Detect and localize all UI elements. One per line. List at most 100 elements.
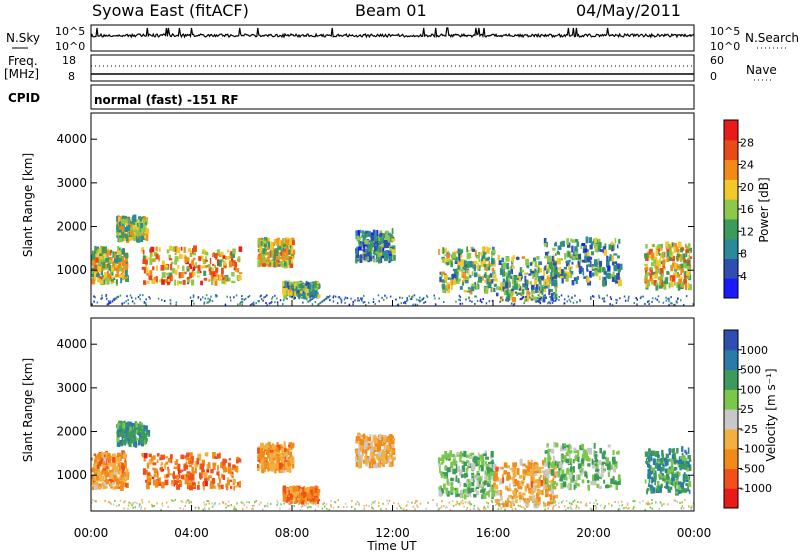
echo-cell xyxy=(100,270,103,276)
echo-cell xyxy=(538,276,543,281)
echo-cell xyxy=(99,254,104,260)
echo-cell xyxy=(476,281,479,287)
echo-cell xyxy=(563,456,567,463)
echo-cell xyxy=(574,454,579,462)
echo-cell xyxy=(490,471,495,476)
echo-cell xyxy=(665,473,670,480)
echo-cell xyxy=(584,471,588,477)
echo-cell xyxy=(645,269,648,276)
echo-cell xyxy=(211,300,214,302)
echo-cell xyxy=(289,466,292,473)
echo-cell xyxy=(458,298,460,301)
echo-cell xyxy=(260,294,262,297)
echo-cell xyxy=(570,470,573,478)
echo-cell xyxy=(210,295,212,298)
echo-cell xyxy=(214,485,217,490)
nsearch-tick-top: 10^5 xyxy=(710,25,740,38)
echo-cell xyxy=(481,258,485,262)
echo-cell xyxy=(385,457,389,463)
echo-cell xyxy=(582,271,585,276)
echo-cell xyxy=(519,494,522,500)
echo-cell xyxy=(463,260,466,268)
echo-cell xyxy=(665,453,669,457)
echo-cell xyxy=(113,298,115,301)
echo-cell xyxy=(122,256,124,262)
echo-cell xyxy=(682,253,686,260)
echo-cell xyxy=(529,281,532,285)
echo-cell xyxy=(635,297,637,299)
echo-cell xyxy=(116,220,119,228)
echo-cell xyxy=(688,250,691,254)
echo-cell xyxy=(113,469,117,476)
echo-cell xyxy=(506,475,510,481)
echo-cell xyxy=(106,250,109,258)
echo-cell xyxy=(218,476,220,480)
echo-cell xyxy=(365,233,368,238)
echo-cell xyxy=(668,282,671,289)
echo-cell xyxy=(467,287,471,290)
echo-cell xyxy=(368,246,371,252)
echo-cell xyxy=(552,478,555,481)
echo-cell xyxy=(506,273,511,278)
echo-cell xyxy=(464,279,469,284)
echo-cell xyxy=(547,302,549,305)
echo-cell xyxy=(508,495,511,499)
echo-cell xyxy=(675,479,679,486)
echo-cell xyxy=(200,298,202,301)
echo-cell xyxy=(258,464,261,469)
echo-cell xyxy=(329,299,331,302)
echo-cell xyxy=(606,457,610,464)
echo-cell xyxy=(99,276,103,280)
echo-cell xyxy=(110,479,115,485)
echo-cell xyxy=(283,490,287,496)
echo-cell xyxy=(613,253,618,256)
echo-cell xyxy=(207,477,210,481)
echo-cell xyxy=(206,301,208,304)
echo-cell xyxy=(370,234,375,241)
echo-cell xyxy=(655,284,659,291)
echo-cell xyxy=(648,300,650,303)
echo-cell xyxy=(323,298,326,301)
echo-cell xyxy=(279,507,281,510)
echo-cell xyxy=(530,489,534,495)
echo-cell xyxy=(525,298,528,301)
echo-cell xyxy=(276,301,279,304)
echo-cell xyxy=(333,295,335,298)
echo-cell xyxy=(187,472,190,476)
echo-cell xyxy=(391,444,394,450)
echo-cell xyxy=(236,268,240,273)
echo-cell xyxy=(271,444,276,450)
echo-cell xyxy=(364,444,367,450)
echo-cell xyxy=(465,468,468,473)
echo-cell xyxy=(124,482,128,488)
echo-cell xyxy=(668,249,672,256)
echo-cell xyxy=(589,244,592,250)
echo-cell xyxy=(222,474,225,480)
echo-cell xyxy=(118,429,122,432)
echo-cell xyxy=(553,265,557,272)
echo-cell xyxy=(361,230,365,233)
echo-cell xyxy=(562,481,567,487)
echo-cell xyxy=(484,475,488,480)
echo-cell xyxy=(377,253,381,260)
echo-cell xyxy=(447,453,451,460)
echo-cell xyxy=(450,486,454,491)
echo-cell xyxy=(672,262,676,267)
echo-cell xyxy=(95,253,99,259)
echo-cell xyxy=(461,460,465,464)
echo-cell xyxy=(140,219,144,224)
echo-cell xyxy=(597,266,601,273)
echo-cell xyxy=(261,458,265,465)
echo-cell xyxy=(455,493,458,498)
echo-cell xyxy=(444,451,448,458)
echo-cell xyxy=(312,486,316,492)
echo-cell xyxy=(362,453,364,456)
echo-cell xyxy=(528,273,532,276)
echo-cell xyxy=(391,228,394,235)
echo-cell xyxy=(422,297,424,300)
echo-cell xyxy=(654,297,657,300)
echo-cell xyxy=(206,469,210,473)
echo-cell xyxy=(99,257,102,264)
echo-cell xyxy=(122,425,126,432)
echo-cell xyxy=(544,493,548,498)
